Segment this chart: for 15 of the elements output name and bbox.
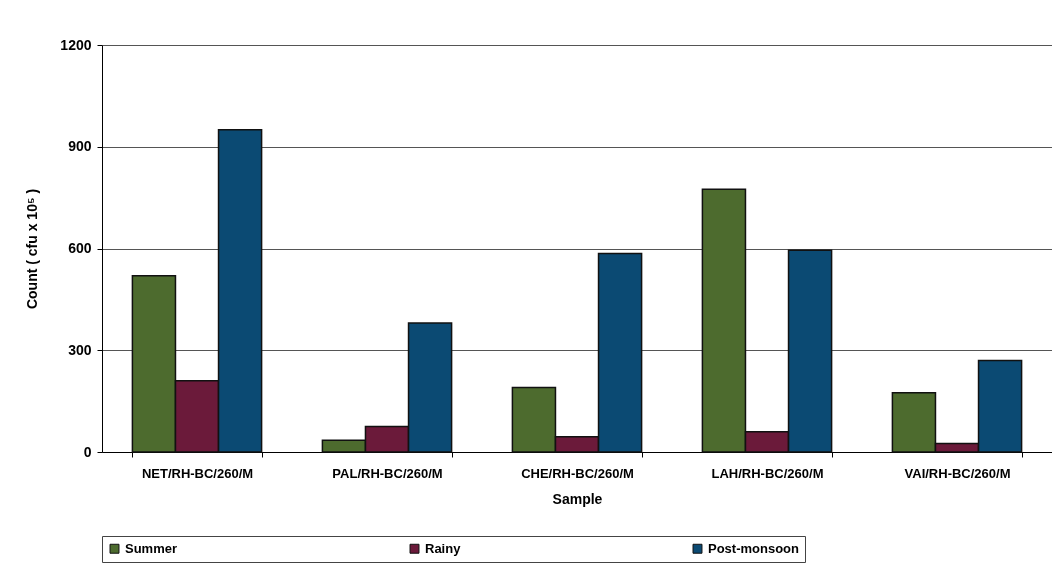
y-tick-label: 600 — [68, 240, 92, 256]
x-tick-label: CHE/RH-BC/260/M — [521, 465, 634, 481]
x-tick-label: NET/RH-BC/260/M — [141, 465, 254, 481]
x-axis-title: Sample — [552, 490, 603, 507]
y-axis-title: Count ( cfu x 10⁵ ) — [24, 188, 41, 310]
x-tick-label: PAL/RH-BC/260/M — [332, 465, 443, 481]
x-tick-label: VAI/RH-BC/260/M — [904, 465, 1011, 481]
y-tick-label: 900 — [68, 138, 92, 155]
x-tick-label: LAH/RH-BC/260/M — [711, 465, 824, 481]
legend-label: Post-monsoon — [708, 540, 800, 556]
y-tick-label: 1200 — [60, 36, 92, 53]
y-tick-label: 0 — [83, 443, 92, 460]
legend-label: Summer — [125, 540, 178, 556]
legend-label: Rainy — [425, 540, 462, 556]
y-tick-label: 300 — [68, 341, 92, 358]
